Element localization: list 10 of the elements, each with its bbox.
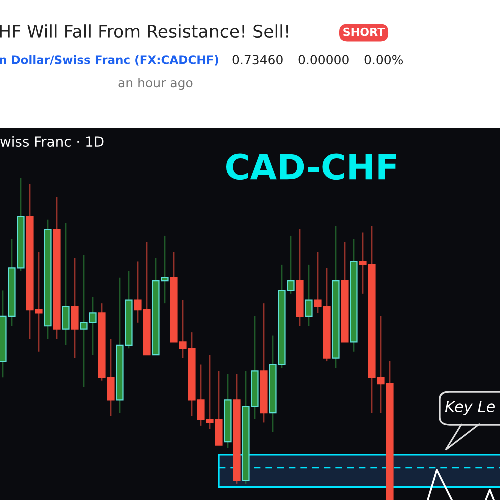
text: n Dollar/Swiss Franc (FX:CADCHF) [0,55,218,66]
text: an hour ago [118,78,193,90]
chart-title: HF Will Fall From Resistance! Sell! [0,24,288,38]
text: Key Le [445,401,495,416]
chart-subtitle: wiss Franc · 1D [0,136,104,148]
text: 0.00000 [298,55,349,65]
text: 0.73460 [232,55,283,65]
text: SHORT [344,28,386,36]
annotation: CAD-CHF [226,154,396,180]
text: 0.00% [364,55,404,65]
